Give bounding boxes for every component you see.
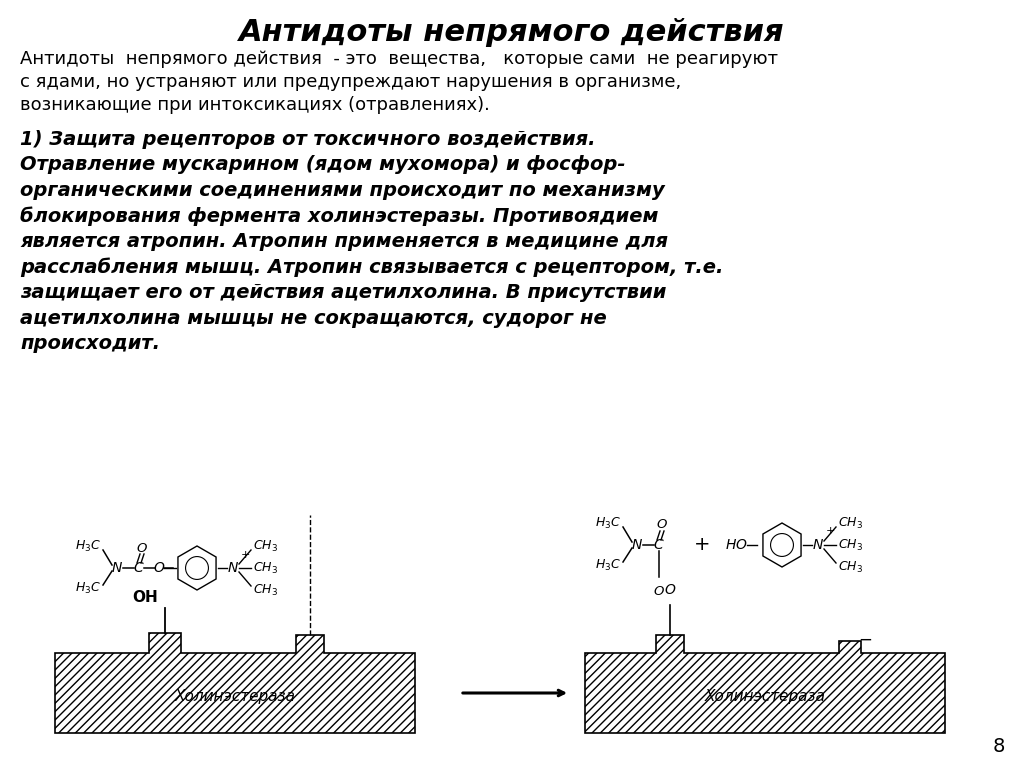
- Text: $C$: $C$: [133, 561, 144, 575]
- Text: $CH_3$: $CH_3$: [838, 538, 863, 552]
- Text: $O$: $O$: [656, 518, 668, 531]
- Text: $N$: $N$: [631, 538, 643, 552]
- Text: $+$: $+$: [240, 548, 250, 560]
- Polygon shape: [585, 635, 945, 733]
- Text: $C$: $C$: [653, 538, 665, 552]
- Text: $N$: $N$: [111, 561, 123, 575]
- Text: Холинэстераза: Холинэстераза: [705, 690, 825, 704]
- Text: Антидоты  непрямого действия  - это  вещества,   которые сами  не реагируют
с яд: Антидоты непрямого действия - это вещест…: [20, 50, 778, 114]
- Text: $O$: $O$: [136, 541, 147, 554]
- Polygon shape: [178, 546, 216, 590]
- Text: $CH_3$: $CH_3$: [838, 559, 863, 574]
- Text: $HO$: $HO$: [725, 538, 748, 552]
- Text: $H_3C$: $H_3C$: [595, 558, 621, 573]
- Polygon shape: [763, 523, 801, 567]
- Text: $CH_3$: $CH_3$: [253, 561, 278, 575]
- Text: $H_3C$: $H_3C$: [595, 515, 621, 531]
- Text: 8: 8: [992, 737, 1005, 756]
- Text: Холинэстераза: Холинэстераза: [174, 690, 296, 704]
- Text: 1) Защита рецепторов от токсичного воздействия.
Отравление мускарином (ядом мухо: 1) Защита рецепторов от токсичного возде…: [20, 130, 723, 353]
- Text: Антидоты непрямого действия: Антидоты непрямого действия: [240, 18, 784, 47]
- Text: $CH_3$: $CH_3$: [253, 538, 278, 554]
- Text: $N$: $N$: [227, 561, 239, 575]
- Text: $+$: $+$: [693, 535, 710, 554]
- Text: $O$: $O$: [653, 585, 665, 598]
- Text: $H_3C$: $H_3C$: [75, 538, 101, 554]
- Text: $+$: $+$: [825, 525, 836, 537]
- Text: $-$: $-$: [858, 630, 872, 648]
- Text: ОН: ОН: [132, 590, 158, 605]
- Text: $CH_3$: $CH_3$: [838, 515, 863, 531]
- Text: $CH_3$: $CH_3$: [253, 582, 278, 598]
- Text: $N$: $N$: [812, 538, 824, 552]
- Text: $H_3C$: $H_3C$: [75, 581, 101, 595]
- Text: $O$: $O$: [153, 561, 165, 575]
- Polygon shape: [55, 633, 415, 733]
- Text: $O$: $O$: [664, 583, 676, 597]
